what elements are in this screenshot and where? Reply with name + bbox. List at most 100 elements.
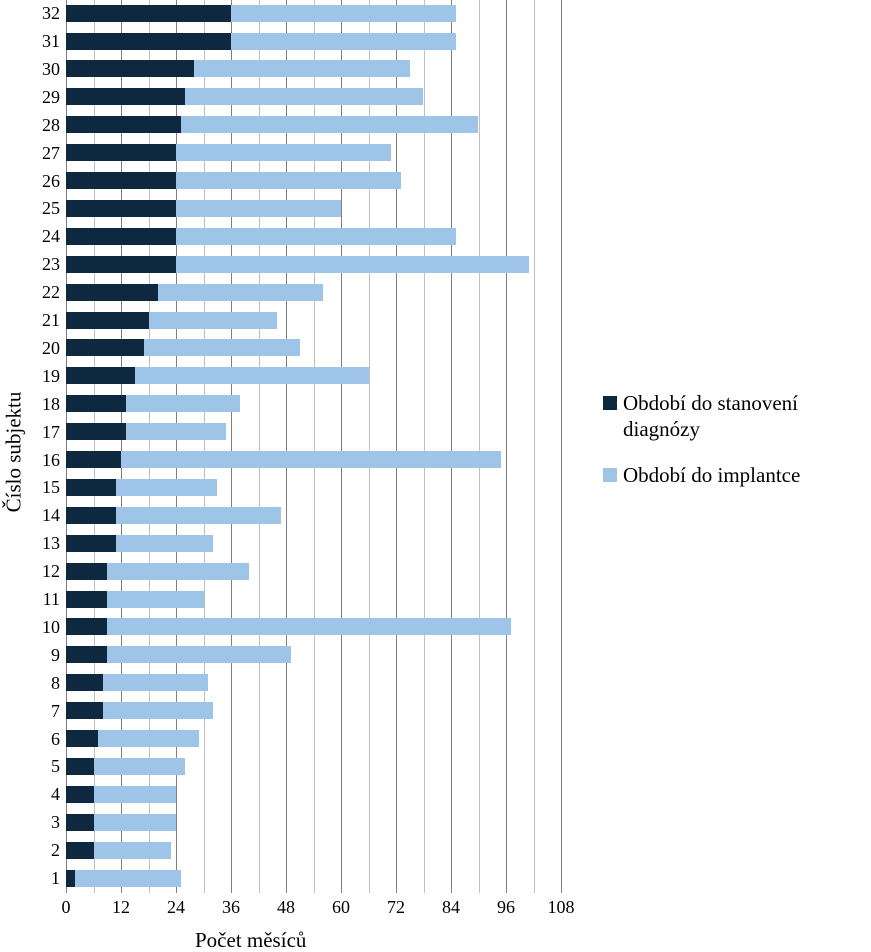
bar-segment-implant <box>75 870 180 887</box>
bar-segment-diagnosis <box>66 33 231 50</box>
y-tick-label: 20 <box>20 339 60 357</box>
bar-segment-implant <box>94 758 186 775</box>
bar-row <box>66 33 456 50</box>
y-tick-label: 25 <box>20 199 60 217</box>
x-tick-label: 0 <box>62 898 71 916</box>
gridline-minor <box>314 0 315 893</box>
bar-segment-diagnosis <box>66 646 107 663</box>
bar-row <box>66 88 423 105</box>
bar-row <box>66 563 249 580</box>
y-tick-label: 9 <box>20 646 60 664</box>
x-tick-label: 60 <box>332 898 350 916</box>
bar-row <box>66 395 240 412</box>
gridline-major <box>396 0 397 893</box>
gridline-minor <box>534 0 535 893</box>
bar-row <box>66 674 208 691</box>
y-tick-label: 14 <box>20 506 60 524</box>
bar-row <box>66 5 456 22</box>
bar-segment-diagnosis <box>66 507 116 524</box>
bar-row <box>66 116 478 133</box>
bar-segment-implant <box>194 60 409 77</box>
legend-swatch-implant <box>603 468 617 482</box>
bar-row <box>66 842 171 859</box>
gridline-minor <box>369 0 370 893</box>
bar-segment-diagnosis <box>66 618 107 635</box>
bar-row <box>66 172 401 189</box>
legend-label-diagnosis: Období do stanovení diagnózy <box>623 390 798 442</box>
bar-row <box>66 60 410 77</box>
y-tick-label: 2 <box>20 841 60 859</box>
y-tick-label: 6 <box>20 730 60 748</box>
y-tick-label: 1 <box>20 869 60 887</box>
bar-segment-diagnosis <box>66 786 94 803</box>
y-tick-label: 28 <box>20 116 60 134</box>
bar-segment-implant <box>231 5 456 22</box>
y-tick-label: 17 <box>20 423 60 441</box>
bar-segment-diagnosis <box>66 563 107 580</box>
bar-segment-diagnosis <box>66 256 176 273</box>
bar-segment-implant <box>94 786 177 803</box>
bar-row <box>66 423 226 440</box>
bar-row <box>66 228 456 245</box>
bar-segment-implant <box>176 228 456 245</box>
bar-segment-implant <box>181 116 479 133</box>
y-tick-label: 15 <box>20 478 60 496</box>
bar-segment-implant <box>176 256 529 273</box>
bar-segment-diagnosis <box>66 423 126 440</box>
x-tick-label: 48 <box>277 898 295 916</box>
bar-segment-diagnosis <box>66 535 116 552</box>
bar-row <box>66 284 323 301</box>
y-tick-label: 10 <box>20 618 60 636</box>
x-tick-label: 36 <box>222 898 240 916</box>
bar-row <box>66 646 291 663</box>
bar-row <box>66 618 511 635</box>
bar-segment-implant <box>121 451 501 468</box>
bar-segment-diagnosis <box>66 758 94 775</box>
bar-segment-implant <box>107 618 510 635</box>
legend-label-diagnosis-line1: Období do stanovení <box>623 391 798 415</box>
bar-row <box>66 144 391 161</box>
bar-row <box>66 312 277 329</box>
bar-segment-implant <box>126 423 227 440</box>
legend-swatch-diagnosis <box>603 396 617 410</box>
x-tick-label: 72 <box>387 898 405 916</box>
bar-segment-diagnosis <box>66 842 94 859</box>
y-tick-label: 7 <box>20 702 60 720</box>
gridline-minor <box>204 0 205 893</box>
bar-row <box>66 256 529 273</box>
y-tick-label: 8 <box>20 674 60 692</box>
bar-segment-diagnosis <box>66 674 103 691</box>
plot-area <box>66 0 561 893</box>
bar-row <box>66 535 213 552</box>
bar-segment-implant <box>98 730 199 747</box>
bar-segment-implant <box>107 591 203 608</box>
bar-segment-diagnosis <box>66 702 103 719</box>
y-tick-label: 4 <box>20 785 60 803</box>
bar-segment-diagnosis <box>66 228 176 245</box>
y-tick-label: 19 <box>20 367 60 385</box>
bar-segment-implant <box>176 200 341 217</box>
bar-segment-implant <box>185 88 423 105</box>
bar-row <box>66 814 176 831</box>
bar-segment-implant <box>149 312 277 329</box>
y-tick-label: 16 <box>20 451 60 469</box>
bar-segment-diagnosis <box>66 144 176 161</box>
bar-segment-implant <box>116 479 217 496</box>
bar-segment-diagnosis <box>66 730 98 747</box>
bar-row <box>66 479 217 496</box>
bar-segment-implant <box>231 33 456 50</box>
bar-row <box>66 758 185 775</box>
gridline-major <box>341 0 342 893</box>
y-tick-label: 24 <box>20 227 60 245</box>
y-tick-label: 11 <box>20 590 60 608</box>
bar-segment-diagnosis <box>66 395 126 412</box>
y-tick-label: 32 <box>20 4 60 22</box>
legend-entry-implant: Období do implantce <box>603 462 800 488</box>
bar-row <box>66 702 213 719</box>
legend-label-diagnosis-line2: diagnózy <box>623 417 700 441</box>
x-tick-label: 12 <box>112 898 130 916</box>
bar-segment-implant <box>94 842 172 859</box>
y-tick-label: 26 <box>20 172 60 190</box>
bar-segment-diagnosis <box>66 172 176 189</box>
bar-row <box>66 367 369 384</box>
